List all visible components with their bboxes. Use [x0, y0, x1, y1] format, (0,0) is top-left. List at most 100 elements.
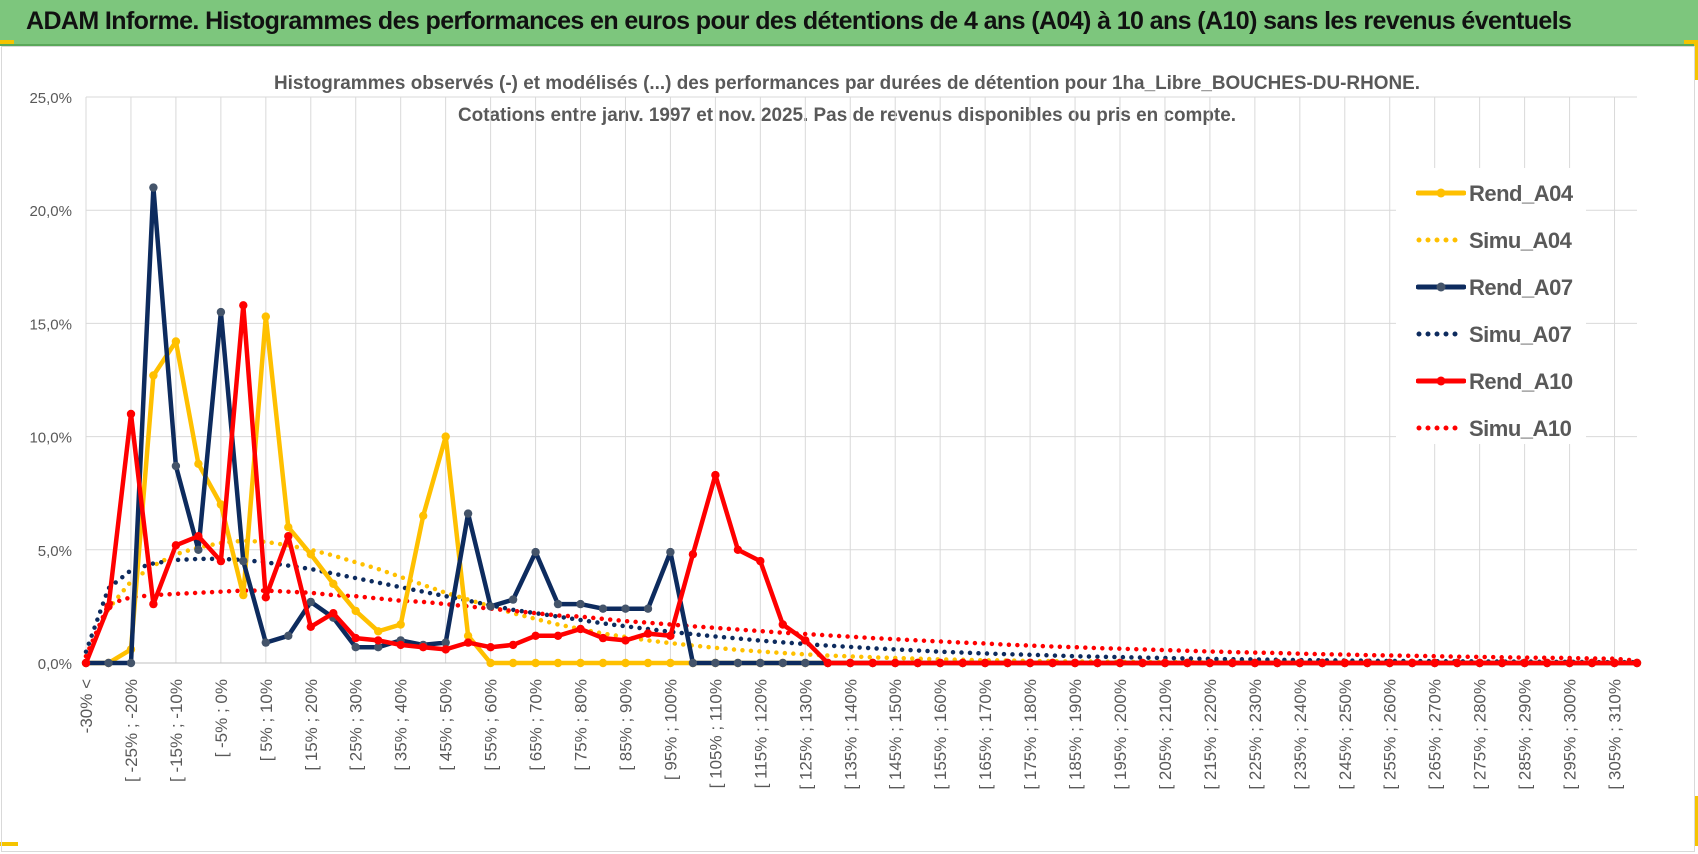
series-lines — [81, 183, 1642, 668]
legend-item-rend-a10[interactable]: Rend_A10 — [1416, 366, 1596, 396]
data-point-rend-a10 — [1138, 658, 1147, 668]
data-point-rend-a10 — [1250, 658, 1260, 668]
data-point-rend-a04 — [329, 579, 338, 588]
data-point-rend-a10 — [1273, 658, 1282, 668]
series-line-simu-a10 — [83, 588, 1640, 663]
data-point-rend-a10 — [508, 640, 518, 650]
data-point-rend-a07 — [374, 643, 383, 652]
data-point-rend-a07 — [441, 638, 450, 647]
data-point-rend-a10 — [711, 470, 720, 480]
data-point-rend-a10 — [1632, 658, 1642, 668]
data-point-rend-a10 — [1363, 658, 1372, 668]
series-line-simu-a04 — [83, 538, 1640, 666]
y-tick-label: 5,0% — [38, 543, 72, 560]
data-point-rend-a10 — [576, 624, 585, 634]
data-point-rend-a07 — [216, 307, 226, 317]
data-point-rend-a04 — [441, 432, 450, 441]
data-point-rend-a07 — [756, 658, 765, 668]
legend-item-simu-a07[interactable]: Simu_A07 — [1416, 319, 1596, 349]
data-point-rend-a04 — [621, 658, 630, 668]
data-point-rend-a10 — [891, 658, 900, 668]
data-point-rend-a04 — [171, 337, 181, 346]
data-point-rend-a07 — [688, 658, 698, 668]
legend-item-rend-a07[interactable]: Rend_A07 — [1416, 272, 1596, 302]
data-point-rend-a04 — [396, 620, 405, 629]
y-tick-label: 15,0% — [29, 316, 72, 333]
data-point-rend-a07 — [306, 597, 315, 607]
data-point-rend-a10 — [1497, 658, 1507, 668]
data-point-rend-a10 — [778, 620, 787, 629]
data-point-rend-a10 — [598, 633, 608, 643]
data-point-rend-a10 — [1228, 658, 1237, 668]
data-point-rend-a07 — [126, 658, 136, 668]
data-point-rend-a10 — [980, 658, 990, 668]
data-point-rend-a10 — [463, 638, 473, 647]
x-tick-label: [ 115% ; 120% — [751, 679, 770, 788]
data-point-rend-a10 — [1205, 658, 1215, 668]
legend-item-simu-a10[interactable]: Simu_A10 — [1416, 413, 1596, 443]
data-point-rend-a10 — [958, 658, 967, 668]
y-tick-label: 20,0% — [29, 203, 72, 220]
x-tick-label: [ 35% ; 40% — [392, 679, 411, 771]
data-point-rend-a10 — [688, 550, 698, 559]
x-tick-label: [ 135% ; 140% — [841, 679, 860, 790]
data-point-rend-a04 — [419, 511, 428, 520]
data-point-rend-a07 — [261, 638, 270, 647]
data-point-rend-a04 — [598, 658, 608, 668]
legend-item-simu-a04[interactable]: Simu_A04 — [1416, 225, 1596, 255]
data-point-rend-a10 — [1520, 658, 1529, 668]
x-tick-label: [ 285% ; 290% — [1516, 679, 1535, 790]
data-point-rend-a04 — [284, 523, 293, 532]
x-tick-label: [ -15% ; -10% — [167, 679, 186, 782]
data-point-rend-a10 — [1115, 658, 1125, 668]
data-point-rend-a04 — [643, 658, 653, 668]
x-tick-label: [ 105% ; 110% — [706, 679, 725, 788]
x-tick-label: [ 5% ; 10% — [257, 679, 276, 761]
data-point-rend-a07 — [576, 599, 585, 609]
x-tick-label: [ 165% ; 170% — [976, 679, 995, 790]
data-point-rend-a07 — [733, 658, 743, 668]
data-point-rend-a10 — [1542, 658, 1552, 668]
x-tick-label: [ 215% ; 220% — [1201, 679, 1220, 790]
x-tick-label: [ 65% ; 70% — [527, 679, 546, 771]
data-point-rend-a04 — [239, 590, 248, 600]
data-point-rend-a10 — [1408, 658, 1417, 668]
data-point-rend-a07 — [104, 658, 113, 668]
data-point-rend-a07 — [666, 547, 675, 557]
legend-swatch-simu-a07 — [1416, 331, 1466, 337]
data-point-rend-a04 — [553, 658, 563, 668]
page-title: ADAM Informe. Histogrammes des performan… — [26, 7, 1572, 35]
x-tick-label: [ 15% ; 20% — [302, 679, 321, 771]
corner-accent-top-right — [1684, 40, 1698, 44]
legend-swatch-rend-a07 — [1416, 282, 1466, 292]
legend-label: Rend_A10 — [1469, 369, 1573, 394]
data-point-rend-a10 — [643, 629, 653, 638]
data-point-rend-a07 — [598, 604, 608, 613]
data-point-rend-a10 — [351, 633, 360, 643]
x-tick-label: -30% < — [77, 679, 96, 733]
data-point-rend-a07 — [711, 658, 720, 668]
data-point-rend-a07 — [778, 658, 787, 668]
x-tick-label: [ 235% ; 240% — [1291, 679, 1310, 790]
data-point-rend-a04 — [216, 500, 226, 509]
corner-accent-right — [1694, 40, 1698, 80]
x-tick-label: [ 275% ; 280% — [1471, 679, 1490, 790]
data-point-rend-a10 — [239, 301, 248, 310]
x-tick-label: [ 125% ; 130% — [796, 679, 815, 790]
legend-item-rend-a04[interactable]: Rend_A04 — [1416, 178, 1596, 208]
data-point-rend-a07 — [149, 183, 158, 192]
x-tick-label: [ 55% ; 60% — [482, 679, 501, 771]
data-point-rend-a10 — [374, 636, 383, 645]
data-point-rend-a07 — [531, 547, 540, 557]
data-point-rend-a10 — [666, 631, 675, 640]
chart-title: Histogrammes observés (-) et modélisés (… — [274, 73, 1420, 94]
data-point-rend-a10 — [733, 545, 743, 554]
x-tick-label: [ 155% ; 160% — [931, 679, 950, 790]
data-point-rend-a10 — [1610, 658, 1619, 668]
data-point-rend-a04 — [486, 658, 495, 668]
data-point-rend-a10 — [1070, 658, 1080, 668]
data-point-rend-a10 — [1318, 658, 1327, 668]
x-tick-label: [ 175% ; 180% — [1021, 679, 1040, 790]
data-point-rend-a10 — [823, 658, 832, 668]
x-tick-label: [ 95% ; 100% — [661, 679, 680, 780]
